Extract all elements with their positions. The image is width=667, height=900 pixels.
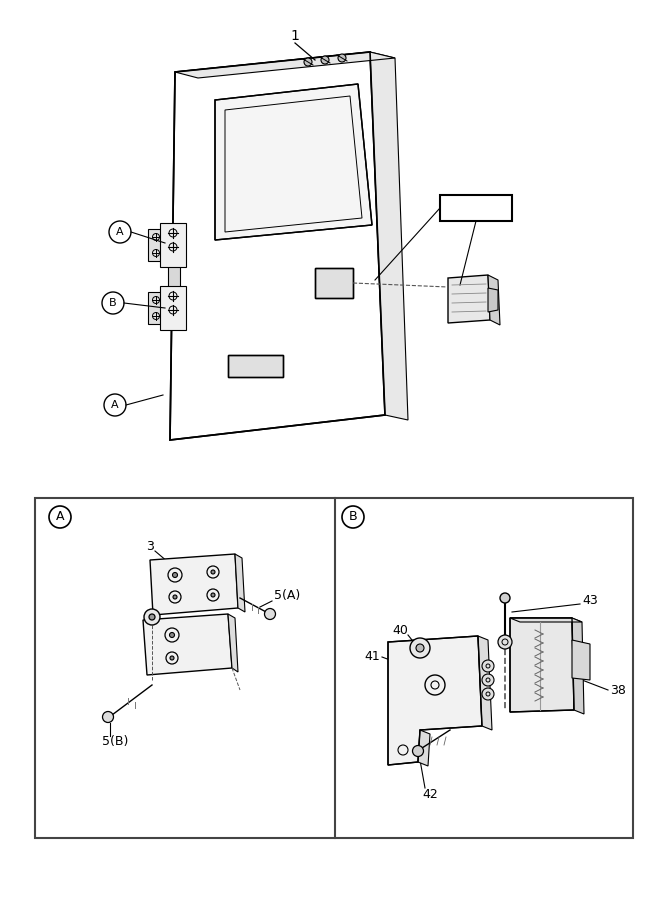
Circle shape (211, 570, 215, 574)
Bar (315, 268, 353, 298)
Polygon shape (143, 614, 232, 675)
Polygon shape (148, 292, 170, 324)
Polygon shape (235, 554, 245, 612)
Bar (35, 498, 633, 838)
Polygon shape (215, 84, 372, 240)
Circle shape (500, 593, 510, 603)
Circle shape (173, 595, 177, 599)
Circle shape (149, 614, 155, 620)
Polygon shape (488, 275, 500, 325)
Bar (228, 355, 283, 377)
Bar (168, 228, 180, 328)
Circle shape (410, 638, 430, 658)
Circle shape (103, 712, 113, 723)
Text: 38: 38 (610, 683, 626, 697)
Polygon shape (160, 286, 186, 330)
Polygon shape (175, 52, 395, 78)
Text: A: A (111, 400, 119, 410)
Circle shape (498, 635, 512, 649)
Text: 42: 42 (422, 788, 438, 802)
Circle shape (144, 609, 160, 625)
Polygon shape (388, 636, 482, 765)
Polygon shape (488, 288, 498, 312)
Bar (315, 268, 353, 298)
Polygon shape (148, 229, 170, 261)
Text: 5(B): 5(B) (102, 735, 128, 749)
Text: B: B (349, 510, 358, 524)
Text: B: B (109, 298, 117, 308)
Circle shape (338, 54, 346, 62)
Polygon shape (150, 554, 238, 615)
Circle shape (482, 660, 494, 672)
Circle shape (412, 745, 424, 757)
Circle shape (265, 608, 275, 619)
Polygon shape (478, 636, 492, 730)
Polygon shape (510, 618, 582, 622)
Circle shape (416, 644, 424, 652)
Polygon shape (572, 618, 584, 714)
Circle shape (169, 633, 175, 637)
Text: A: A (56, 510, 64, 524)
Circle shape (304, 58, 312, 66)
Polygon shape (418, 730, 430, 766)
Text: 43: 43 (582, 593, 598, 607)
Text: 41: 41 (364, 651, 380, 663)
Circle shape (482, 674, 494, 686)
Polygon shape (510, 618, 574, 712)
Bar (440, 195, 512, 221)
Text: 40: 40 (392, 624, 408, 636)
Polygon shape (448, 275, 490, 323)
Text: 1: 1 (291, 29, 299, 43)
Polygon shape (160, 223, 186, 267)
Circle shape (321, 56, 329, 64)
Text: 3: 3 (146, 539, 154, 553)
Polygon shape (572, 640, 590, 680)
Circle shape (482, 688, 494, 700)
Text: 5(A): 5(A) (274, 590, 300, 602)
Circle shape (211, 593, 215, 597)
Text: 6−32: 6−32 (455, 201, 497, 215)
Text: A: A (116, 227, 124, 237)
Circle shape (170, 656, 174, 660)
Polygon shape (228, 614, 238, 672)
Bar (228, 355, 283, 377)
Polygon shape (170, 52, 385, 440)
Polygon shape (370, 52, 408, 420)
Circle shape (173, 572, 177, 578)
